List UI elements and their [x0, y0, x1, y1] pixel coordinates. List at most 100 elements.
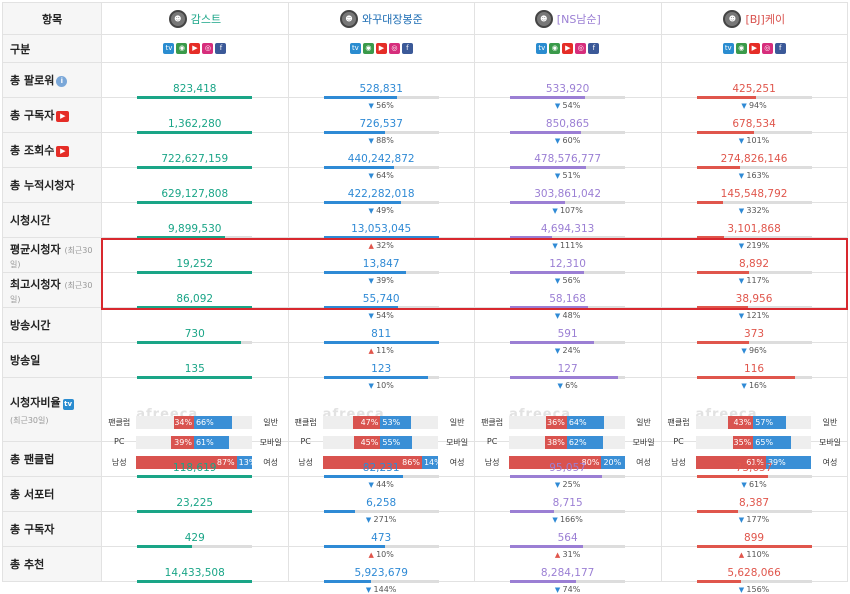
metric-row: 평균시청자 (최근30일) 19,252 13,847 ▼ 39% 12,310 ▼ 56…	[1, 237, 849, 285]
afreeca-icon[interactable]: tv	[163, 43, 175, 54]
metric-bar-fill	[137, 510, 253, 513]
ratio-bar: 36% 64%	[509, 415, 625, 429]
streamer-avatar-icon[interactable]: ☻	[168, 9, 187, 28]
metric-bar	[137, 510, 253, 513]
metric-bar-fill	[137, 201, 253, 204]
metric-change-value: 74%	[562, 585, 581, 594]
youtube-icon[interactable]: ▶	[562, 43, 574, 54]
metric-bar	[323, 271, 439, 274]
metric-bar	[696, 510, 812, 513]
arrow-down-icon: ▼	[368, 277, 377, 285]
metric-cell: 5,923,679 ▼ 144%	[287, 546, 476, 594]
metric-value: 127	[557, 363, 578, 375]
metric-bar-fill	[323, 131, 385, 134]
ratio-bar-red: 45%	[354, 435, 381, 449]
metric-value: 629,127,808	[161, 188, 229, 200]
ratio-value-right: 61%	[195, 437, 214, 447]
metric-bar-fill	[137, 545, 193, 548]
twitch-icon[interactable]: ◉	[735, 43, 747, 54]
arrow-down-icon: ▼	[741, 481, 749, 489]
metric-value: 811	[371, 328, 392, 340]
metric-bar-fill	[323, 475, 404, 478]
row-label-sns: 구분	[1, 34, 103, 63]
streamer-avatar-icon[interactable]: ☻	[723, 9, 742, 28]
ratio-value-right: 13%	[238, 457, 257, 467]
metric-bar	[510, 580, 626, 583]
metric-cell: 473 ▲ 10%	[287, 511, 476, 559]
metric-value: 425,251	[732, 83, 776, 95]
metric-change: ▼ 60%	[510, 136, 625, 145]
youtube-icon[interactable]: ▶	[375, 43, 387, 54]
metric-value: 23,225	[176, 497, 214, 509]
metric-bar	[137, 306, 253, 309]
streamer-name[interactable]: [BJ]케이	[745, 12, 786, 26]
metric-change-value: 64%	[376, 171, 394, 180]
ratio-right-label: 모바일	[632, 437, 655, 447]
instagram-icon[interactable]: ◎	[761, 43, 773, 54]
ratio-right-label: 일반	[263, 417, 279, 427]
streamer-header-2[interactable]: ☻ [NS남순]	[474, 2, 662, 35]
afreeca-icon[interactable]: tv	[349, 43, 361, 54]
ratio-bar-row: 남성 86% 14% 여성	[289, 454, 474, 472]
ratio-bar: 45% 55%	[322, 435, 439, 449]
ratio-bar-row: PC 38% 62% 모바일	[475, 434, 660, 452]
arrow-down-icon: ▼	[365, 586, 374, 594]
streamer-name[interactable]: [NS남순]	[556, 12, 601, 26]
instagram-icon[interactable]: ◎	[575, 43, 587, 54]
metric-bar	[323, 166, 439, 169]
arrow-down-icon: ▼	[554, 586, 563, 594]
streamer-avatar-icon[interactable]: ☻	[534, 9, 553, 28]
metric-change: ▼ 49%	[324, 206, 439, 215]
arrow-down-icon: ▼	[368, 481, 377, 489]
metric-cell: 145,548,792 ▼ 332%	[660, 167, 849, 215]
arrow-down-icon: ▼	[552, 207, 560, 215]
twitch-icon[interactable]: ◉	[362, 43, 374, 54]
ratio-bar-blue: 61%	[193, 435, 230, 449]
streamer-header-1[interactable]: ☻ 와꾸대장봉준	[287, 2, 476, 35]
ratio-bar-blue: 64%	[566, 415, 604, 429]
metric-cell: 564 ▲ 31%	[474, 511, 662, 559]
ratio-bar-row: 남성 87% 13% 여성	[102, 454, 287, 472]
youtube-icon[interactable]: ▶	[748, 43, 760, 54]
metric-label: 방송일	[1, 342, 103, 378]
metric-change: ▼ 121%	[697, 311, 812, 320]
metric-bar-fill	[696, 201, 723, 204]
youtube-icon[interactable]: ▶	[189, 43, 201, 54]
arrow-down-icon: ▼	[368, 382, 377, 390]
facebook-icon[interactable]: f	[401, 43, 413, 54]
metric-value: 8,284,177	[540, 567, 595, 579]
metric-bar-fill	[137, 236, 225, 239]
ratio-bar-red: 35%	[733, 435, 754, 449]
metric-value: 9,899,530	[168, 223, 222, 235]
streamer-avatar-icon[interactable]: ☻	[340, 9, 359, 28]
metric-change-value: 56%	[376, 101, 394, 110]
metric-bar-fill	[510, 545, 583, 548]
ratio-right-label: 모바일	[818, 437, 842, 447]
header-row: 항목 ☻ 감스트 ☻ 와꾸대장봉준 ☻ [NS남순] ☻ [BJ]케이	[1, 2, 849, 35]
youtube-icon: ▶	[56, 110, 70, 122]
instagram-icon[interactable]: ◎	[202, 43, 214, 54]
streamer-name[interactable]: 감스트	[190, 12, 222, 26]
metric-value: 591	[557, 328, 578, 340]
ratio-bar-row: 팬클럽 36% 64% 일반	[475, 414, 660, 432]
twitch-icon[interactable]: ◉	[176, 43, 188, 54]
afreeca-icon[interactable]: tv	[536, 43, 548, 54]
facebook-icon[interactable]: f	[774, 43, 786, 54]
twitch-icon[interactable]: ◉	[549, 43, 561, 54]
metric-cell: 425,251 ▼ 94%	[660, 62, 849, 110]
header-label: 항목	[1, 2, 103, 35]
metric-value: 13,847	[362, 258, 400, 270]
streamer-header-0[interactable]: ☻ 감스트	[101, 2, 289, 35]
streamer-header-3[interactable]: ☻ [BJ]케이	[660, 2, 849, 35]
metric-value: 135	[184, 363, 205, 375]
streamer-name[interactable]: 와꾸대장봉준	[362, 12, 423, 26]
metric-change-value: 88%	[376, 136, 394, 145]
metric-change-value: 60%	[562, 136, 581, 145]
metric-change-value: 54%	[376, 311, 394, 320]
facebook-icon[interactable]: f	[215, 43, 227, 54]
afreeca-icon[interactable]: tv	[722, 43, 734, 54]
ratio-value-left: 34%	[174, 417, 193, 427]
metric-bar-fill	[696, 166, 741, 169]
facebook-icon[interactable]: f	[588, 43, 600, 54]
instagram-icon[interactable]: ◎	[388, 43, 400, 54]
